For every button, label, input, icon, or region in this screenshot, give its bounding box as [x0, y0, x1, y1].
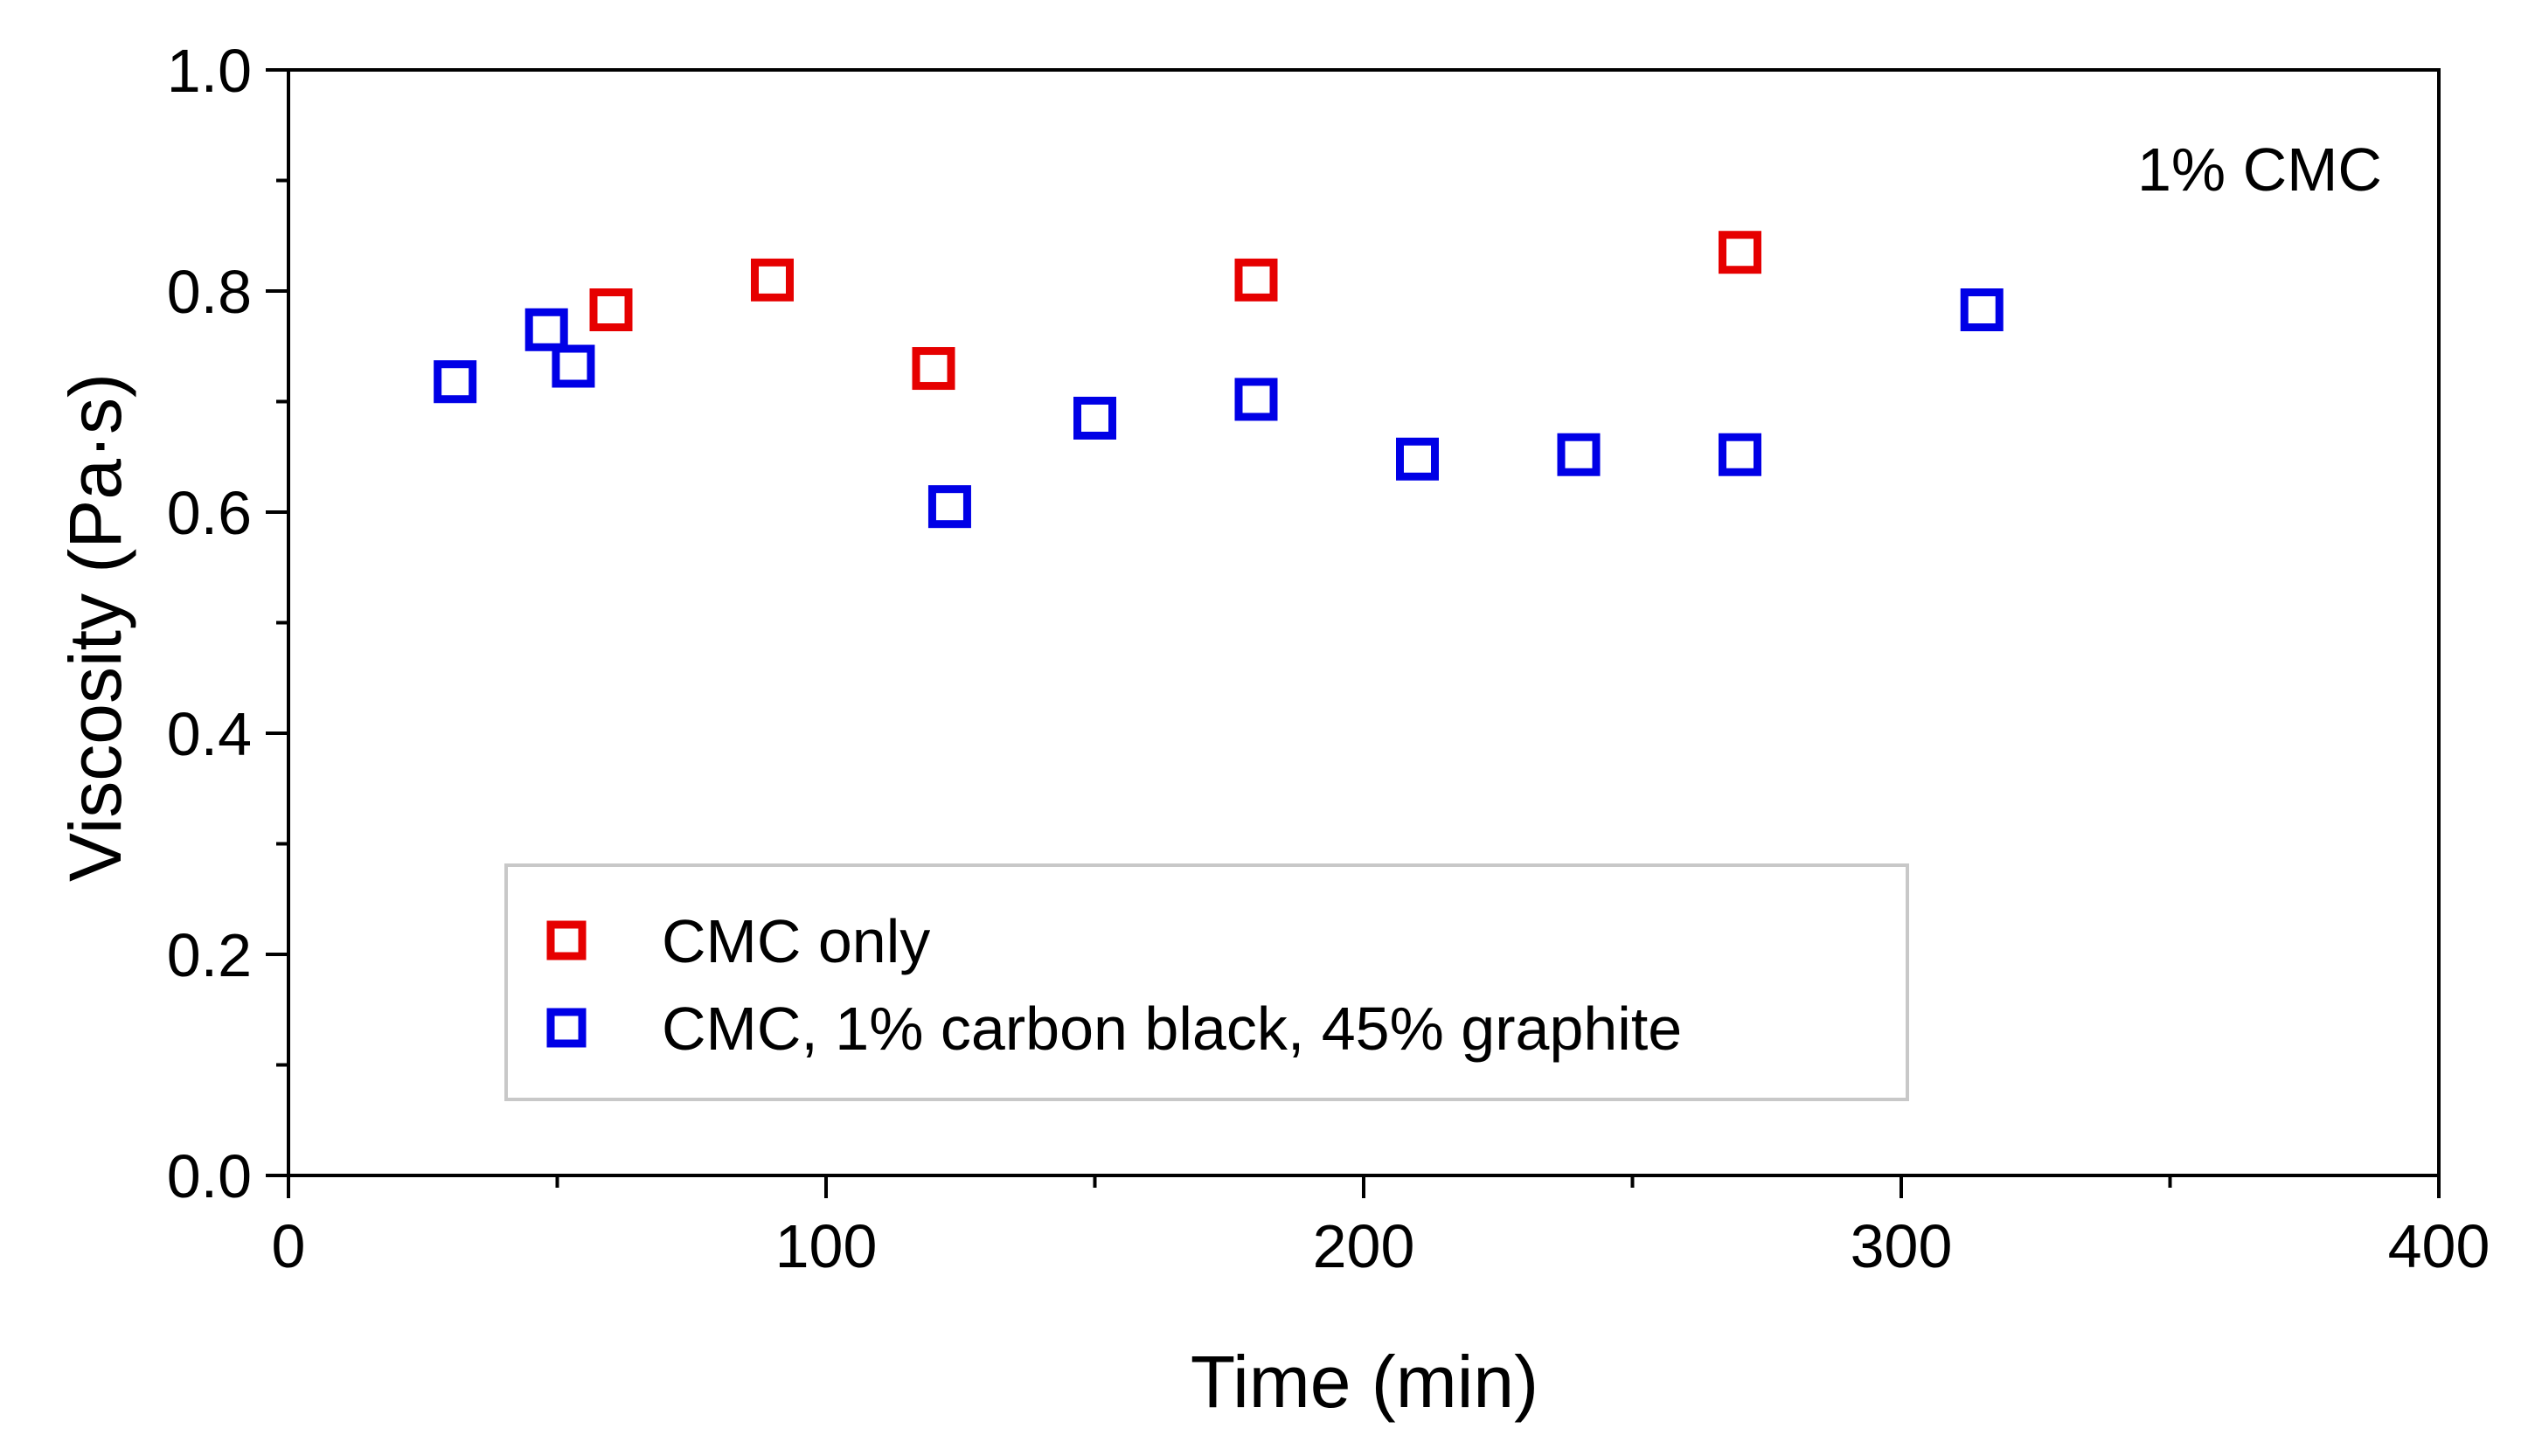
y-tick-label: 0.6 [167, 479, 252, 547]
x-tick-label: 300 [1851, 1212, 1953, 1280]
data-point [1396, 437, 1439, 481]
data-point [1234, 378, 1278, 421]
data-point [552, 344, 595, 388]
x-axis-title: Time (min) [1191, 1341, 1538, 1423]
x-tick-label: 200 [1313, 1212, 1415, 1280]
data-point [1073, 396, 1116, 440]
data-point [1719, 231, 1761, 274]
data-point [524, 308, 568, 351]
legend-box [504, 863, 1909, 1101]
data-point [751, 258, 794, 302]
series-1 [589, 231, 1761, 391]
y-tick-label: 0.0 [167, 1142, 252, 1210]
data-points [434, 231, 2004, 529]
data-point [1557, 433, 1601, 476]
y-tick-label: 0.8 [167, 258, 252, 326]
y-tick-label: 0.4 [167, 700, 252, 768]
legend: CMC only CMC, 1% carbon black, 45% graphi… [504, 863, 1909, 1101]
chart-annotation: 1% CMC [2137, 135, 2382, 204]
data-point [1234, 258, 1278, 302]
x-tick-label: 400 [2388, 1212, 2490, 1280]
data-point [434, 360, 477, 404]
axes: 0 100 200 300 400 0.0 0.2 0.4 0.6 0.8 1.0 [167, 37, 2490, 1280]
legend-label: CMC, 1% carbon black, 45% graphite [662, 995, 1682, 1063]
legend-marker [546, 1008, 587, 1048]
y-tick-label: 1.0 [167, 37, 252, 105]
series-2 [434, 288, 2004, 529]
legend-marker [546, 920, 587, 960]
data-point [1960, 288, 2004, 332]
data-point [912, 347, 955, 391]
data-point [1719, 433, 1761, 476]
y-tick-label: 0.2 [167, 921, 252, 989]
data-point [589, 288, 633, 332]
y-axis-title: Viscosity (Pa·s) [54, 373, 136, 882]
x-tick-label: 0 [272, 1212, 306, 1280]
data-point [927, 485, 971, 529]
x-tick-label: 100 [775, 1212, 878, 1280]
legend-label: CMC only [662, 907, 930, 975]
